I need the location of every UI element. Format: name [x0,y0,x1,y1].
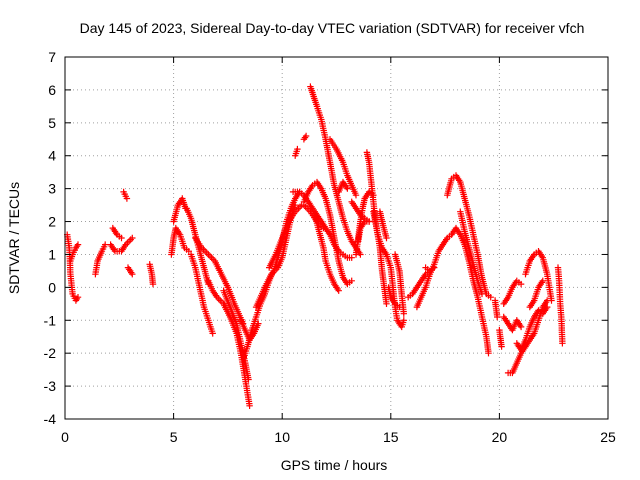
data-point [400,310,407,317]
data-point [539,277,546,284]
x-tick-label: 0 [61,429,69,445]
data-point [335,287,342,294]
y-tick-label: 6 [48,82,56,98]
x-tick-label: 15 [383,429,399,445]
x-tick-label: 10 [274,429,290,445]
data-point [365,218,373,225]
data-point [517,323,525,331]
data-points [64,83,566,409]
data-point [348,277,355,284]
data-point [517,280,525,288]
data-point [129,271,136,278]
y-tick-label: 3 [48,181,56,197]
chart-title: Day 145 of 2023, Sidereal Day-to-day VTE… [80,20,585,36]
data-point [559,340,566,347]
y-tick-label: 7 [48,49,56,65]
y-tick-label: -3 [44,378,57,394]
data-point [544,303,551,311]
data-point [123,195,131,202]
x-axis-label: GPS time / hours [281,457,388,473]
data-point [292,201,299,209]
data-point [294,145,301,153]
axis-ticks: 0 5 10 15 20 25 -4 -3 -2 -1 0 1 2 3 4 5 6 7 [44,49,616,445]
data-point [352,192,360,199]
y-tick-label: -2 [44,345,57,361]
data-point [548,297,555,304]
y-tick-label: 5 [48,115,56,131]
data-point [149,280,157,288]
x-tick-label: 5 [170,429,178,445]
data-point [431,264,438,271]
data-point [302,132,310,140]
data-point [129,234,136,242]
y-tick-label: 2 [48,214,56,230]
x-tick-label: 20 [492,429,508,445]
data-point [185,248,192,255]
y-tick-label: 1 [48,246,56,262]
data-point [246,402,253,409]
plot-frame [64,56,609,420]
data-point [348,254,355,261]
data-point [494,313,501,321]
x-tick-label: 25 [600,429,616,445]
data-point [209,330,216,337]
data-point [383,300,390,307]
data-point [478,290,486,298]
data-point [400,317,407,324]
data-point [245,376,252,383]
y-tick-label: -1 [44,312,57,328]
data-point [320,224,327,232]
data-point [485,350,492,357]
data-point [487,294,494,301]
data-point [206,252,214,260]
data-point [118,234,125,242]
y-axis-label: SDTVAR / TECUs [6,182,22,294]
data-point [344,185,351,192]
data-point [498,343,505,350]
data-point [383,234,390,242]
data-point [102,241,109,248]
y-tick-label: 0 [48,279,56,295]
data-point [74,294,82,301]
data-point [74,241,82,248]
y-tick-label: 4 [48,148,56,164]
y-tick-label: -4 [44,411,57,427]
